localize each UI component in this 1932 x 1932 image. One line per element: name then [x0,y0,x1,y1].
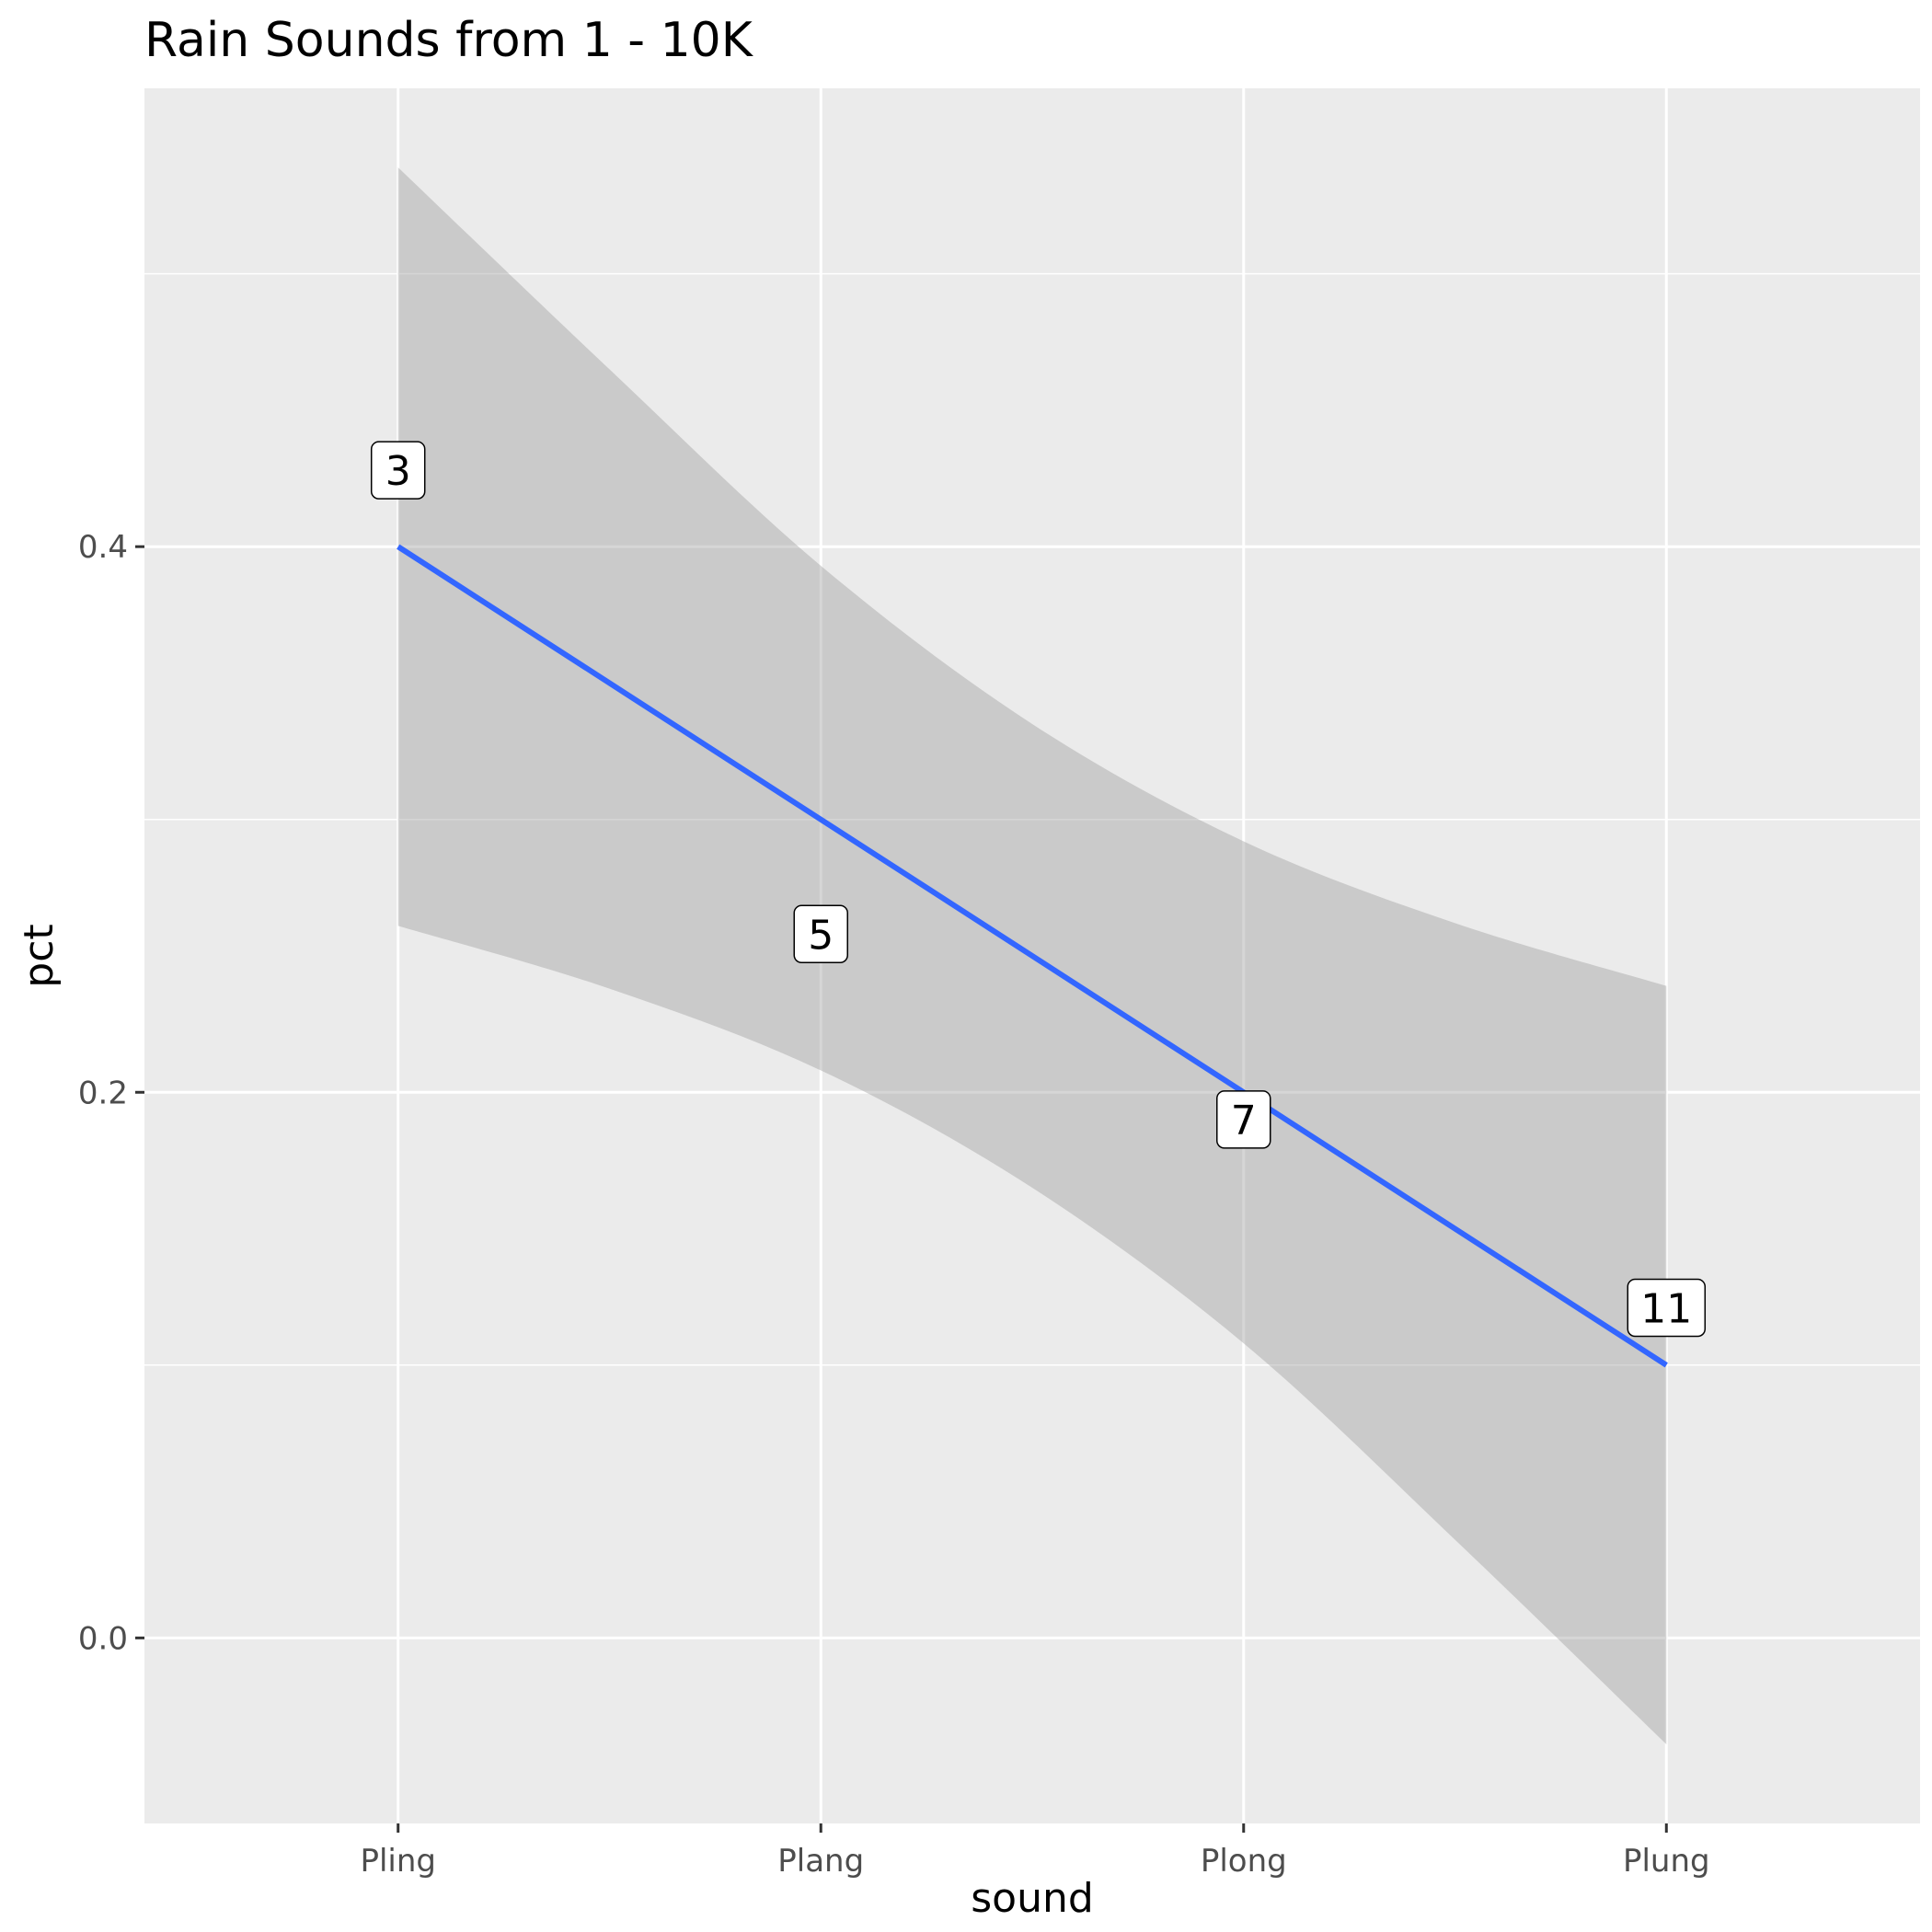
data-label: 11 [1627,1278,1707,1338]
x-axis: Pling Plang Plong Plung [360,1823,1710,1880]
data-labels: 3 5 7 11 [370,441,1707,1338]
data-label: 7 [1216,1090,1271,1149]
data-label-box [1627,1278,1707,1338]
y-tick-label: 0.0 [78,1620,128,1657]
x-axis-title: sound [971,1875,1094,1922]
data-label-text: 5 [808,912,834,959]
data-label: 5 [793,904,848,964]
y-axis: 0.0 0.2 0.4 [78,529,144,1657]
x-tick-label: Plong [1201,1843,1287,1880]
y-axis-title: pct [16,924,63,987]
chart-title: Rain Sounds from 1 - 10K [144,13,754,68]
data-label-text: 7 [1231,1098,1257,1144]
y-tick-label: 0.4 [78,529,128,566]
major-gridlines [144,88,1920,1823]
x-tick-label: Plang [777,1843,864,1880]
x-tick-label: Pling [360,1843,436,1880]
data-label-text: 3 [385,448,411,495]
minor-gridlines [144,272,1920,1366]
data-label-box [370,441,426,500]
fit-line [397,544,1668,1368]
x-tick-label: Plung [1623,1843,1710,1880]
data-label-text: 11 [1640,1286,1692,1333]
y-tick-label: 0.2 [78,1075,128,1111]
data-label: 3 [370,441,426,500]
data-label-box [1216,1090,1271,1149]
data-label-box [793,904,848,964]
